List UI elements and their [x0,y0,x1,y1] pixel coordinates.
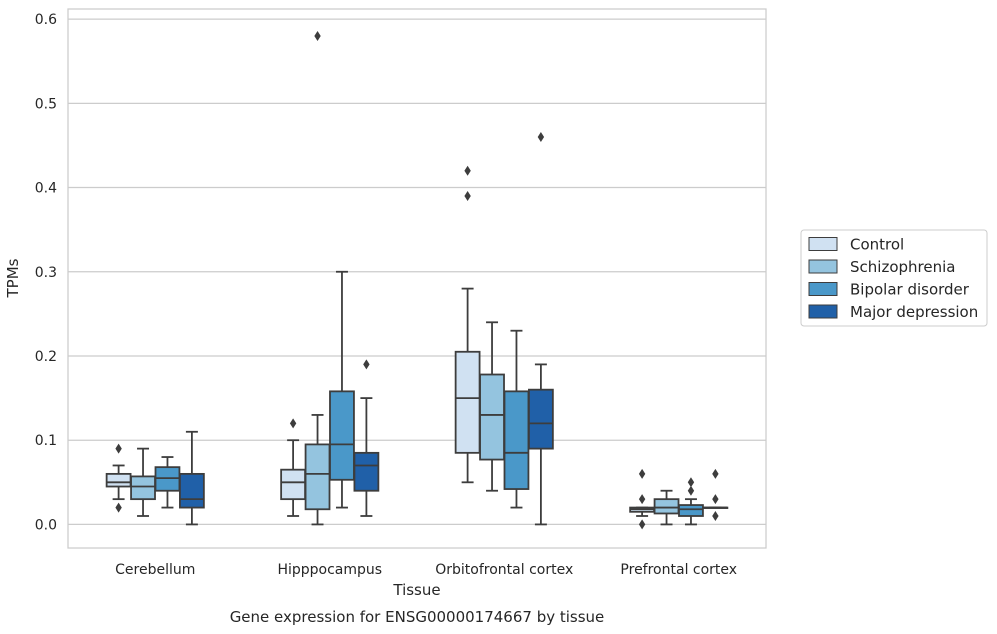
outlier-point [115,443,122,454]
y-tick-label: 0.5 [35,96,57,112]
y-gridlines [68,18,766,526]
legend-label: Schizophrenia [850,258,955,276]
box-iqr [353,451,380,492]
outlier-point [314,30,321,41]
outlier-point [464,190,471,201]
box-1-1 [304,414,331,526]
box-iqr [329,390,355,481]
box-iqr [528,388,554,450]
legend-swatch [808,237,838,251]
outlier-point [638,468,646,479]
x-tick-label: Prefrontal cortex [620,562,737,578]
box-iqr [304,443,331,511]
plot-area [68,9,766,548]
box-iqr [179,472,205,509]
legend-swatch [808,304,838,319]
y-axis-label: TPMs [4,258,22,298]
outlier-point [687,477,695,488]
legend-label: Bipolar disorder [850,281,970,299]
box-3-2 [678,498,704,526]
outlier-point [289,418,297,429]
legend-frame [800,229,988,327]
x-tick-label: Hipppocampus [277,562,382,578]
box-0-3 [179,430,205,526]
x-tick-label: Cerebellum [115,562,195,578]
box-1-3 [353,397,380,517]
y-tick-label: 0.6 [35,12,57,28]
y-tick-labels: 0.0 0.1 0.2 0.3 0.4 0.5 0.6 [35,12,57,533]
outlier-point [363,359,370,370]
outlier-point [712,494,719,505]
box-1-0 [280,439,306,517]
box-iqr [105,472,132,488]
outlier-point [687,485,695,496]
box-0-1 [130,447,156,517]
outlier-point [638,519,646,530]
legend-swatch [808,259,838,274]
box-iqr [130,475,156,501]
outlier-point [464,165,471,176]
box-iqr [678,504,704,517]
x-tick-labels: Cerebellum Hipppocampus Orbitofrontal cort… [115,562,737,578]
y-tick-label: 0.1 [35,433,57,449]
legend-label: Control [850,236,904,254]
box-iqr [280,468,306,501]
box-2-3 [528,363,554,526]
boxes [105,270,729,526]
box-iqr [503,390,530,490]
box-iqr [653,498,680,515]
x-tick-label: Orbitofrontal cortex [435,562,573,578]
plot-frame [67,8,767,549]
x-axis-label: Tissue [392,581,440,599]
outlier-points [115,30,719,530]
outlier-point [712,468,719,479]
outlier-point [115,502,122,513]
outlier-point [537,132,545,143]
legend: Control Schizophrenia Bipolar disorder Majo… [800,229,988,327]
box-iqr [454,350,481,454]
y-tick-label: 0.0 [35,517,57,533]
y-tick-label: 0.2 [35,349,57,365]
box-3-3 [702,506,729,509]
y-tick-label: 0.3 [35,265,57,281]
box-iqr [479,373,505,461]
box-1-2 [329,270,355,509]
outlier-point [638,494,646,505]
legend-swatch [808,282,838,296]
y-tick-label: 0.4 [35,181,57,197]
outlier-point [712,510,719,521]
chart-caption: Gene expression for ENSG00000174667 by t… [230,608,605,626]
legend-label: Major depression [850,303,978,321]
